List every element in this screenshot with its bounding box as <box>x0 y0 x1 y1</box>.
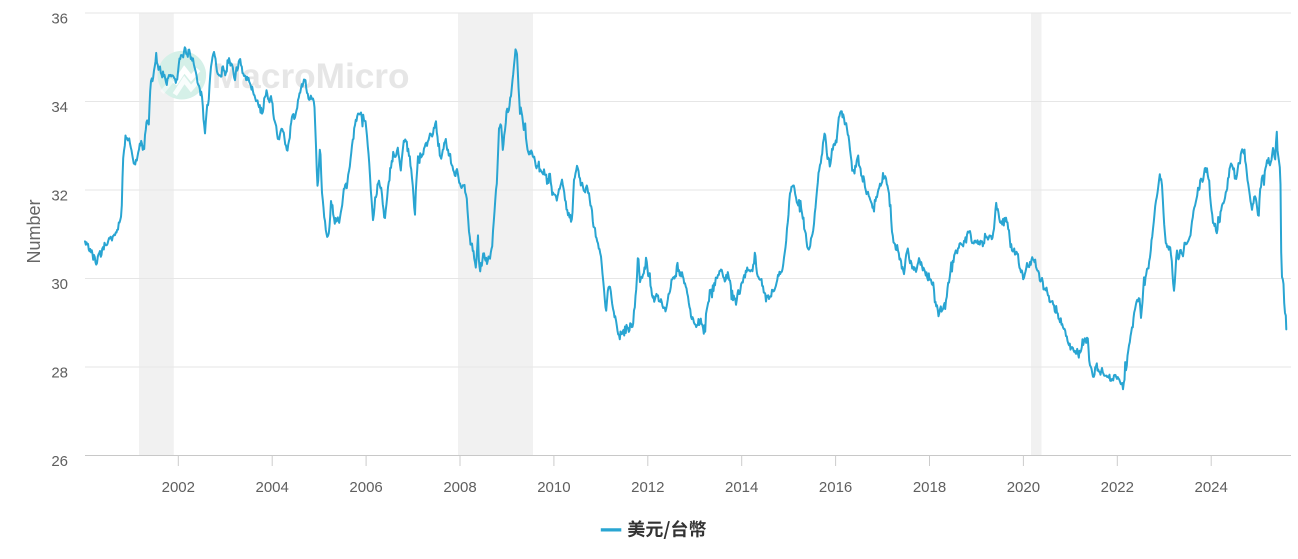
svg-text:2014: 2014 <box>725 479 758 496</box>
svg-text:Number: Number <box>24 199 44 263</box>
svg-text:2010: 2010 <box>537 479 570 496</box>
svg-text:2002: 2002 <box>162 479 195 496</box>
svg-text:2018: 2018 <box>913 479 946 496</box>
svg-text:2006: 2006 <box>349 479 382 496</box>
svg-text:34: 34 <box>51 99 68 116</box>
svg-text:2020: 2020 <box>1007 479 1040 496</box>
svg-text:2008: 2008 <box>443 479 476 496</box>
svg-text:2012: 2012 <box>631 479 664 496</box>
svg-text:2016: 2016 <box>819 479 852 496</box>
svg-text:2004: 2004 <box>256 479 289 496</box>
svg-text:36: 36 <box>51 10 68 27</box>
svg-text:26: 26 <box>51 453 68 470</box>
svg-text:2024: 2024 <box>1195 479 1228 496</box>
svg-text:30: 30 <box>51 276 68 293</box>
svg-text:28: 28 <box>51 364 68 381</box>
svg-text:2022: 2022 <box>1101 479 1134 496</box>
svg-text:32: 32 <box>51 187 68 204</box>
